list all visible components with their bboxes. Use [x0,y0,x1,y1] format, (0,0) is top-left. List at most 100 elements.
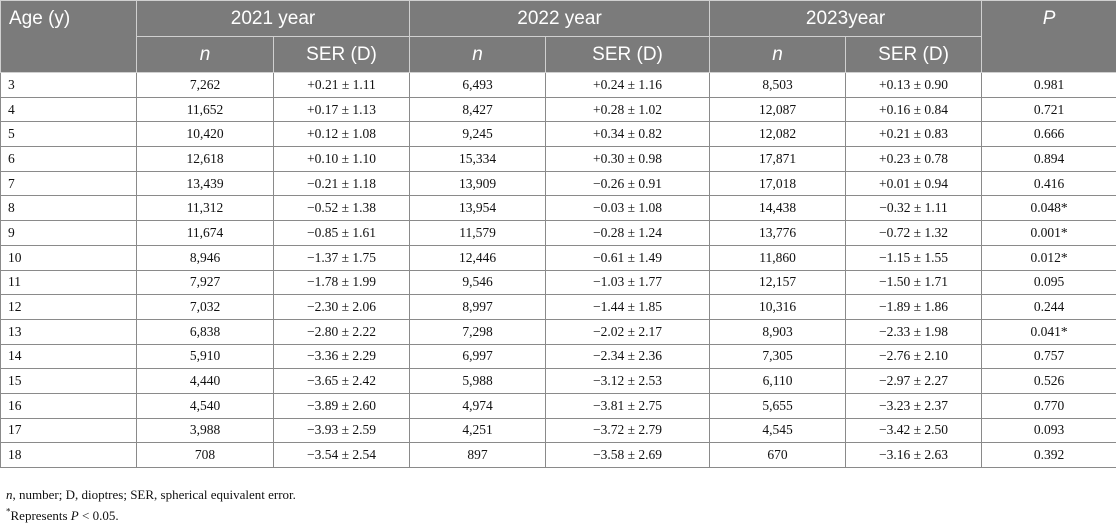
header-row-measures: n SER (D) n SER (D) n SER (D) [1,37,1116,73]
n-2021-cell: 11,674 [137,221,274,246]
ser-2023-cell: −1.50 ± 1.71 [846,270,982,295]
ser-2021-cell: +0.10 ± 1.10 [274,147,410,172]
ser-2022-cell: −2.34 ± 2.36 [546,344,710,369]
ser-2022-cell: +0.24 ± 1.16 [546,73,710,98]
n-2023-cell: 17,871 [710,147,846,172]
ser-2021-cell: −0.85 ± 1.61 [274,221,410,246]
age-cell: 8 [1,196,137,221]
ser-2021-cell: −3.93 ± 2.59 [274,418,410,443]
n-2021-cell: 5,910 [137,344,274,369]
ser-2022-cell: −1.03 ± 1.77 [546,270,710,295]
footnote-threshold: < 0.05. [79,508,119,523]
ser-2022-cell: −3.12 ± 2.53 [546,369,710,394]
n-2023-cell: 10,316 [710,295,846,320]
p-value-cell: 0.095 [982,270,1116,295]
n-2023-cell: 8,903 [710,319,846,344]
age-header: Age (y) [1,1,137,73]
p-header: P [982,1,1116,73]
year-header-2023: 2023year [710,1,982,37]
ser-2021-cell: −0.21 ± 1.18 [274,171,410,196]
n-2023-cell: 14,438 [710,196,846,221]
ser-2021-cell: −3.89 ± 2.60 [274,393,410,418]
n-2021-cell: 7,262 [137,73,274,98]
n-2022-cell: 13,909 [410,171,546,196]
year-header-2021: 2021 year [137,1,410,37]
ser-header-2021: SER (D) [274,37,410,73]
p-value-cell: 0.757 [982,344,1116,369]
p-value-cell: 0.001* [982,221,1116,246]
n-2021-cell: 4,540 [137,393,274,418]
n-2023-cell: 17,018 [710,171,846,196]
n-2021-cell: 13,439 [137,171,274,196]
ser-2022-cell: −3.72 ± 2.79 [546,418,710,443]
n-2023-cell: 12,157 [710,270,846,295]
p-value-cell: 0.526 [982,369,1116,394]
age-cell: 16 [1,393,137,418]
ser-2023-cell: −2.97 ± 2.27 [846,369,982,394]
ser-2022-cell: −0.03 ± 1.08 [546,196,710,221]
n-2022-cell: 5,988 [410,369,546,394]
p-value-cell: 0.392 [982,443,1116,468]
ser-2022-cell: −0.61 ± 1.49 [546,245,710,270]
ser-2022-cell: +0.34 ± 0.82 [546,122,710,147]
ser-2023-cell: −3.42 ± 2.50 [846,418,982,443]
ser-2023-cell: −0.32 ± 1.11 [846,196,982,221]
ser-2021-cell: −3.54 ± 2.54 [274,443,410,468]
n-header-2023: n [710,37,846,73]
n-2022-cell: 8,427 [410,97,546,122]
ser-2023-cell: +0.16 ± 0.84 [846,97,982,122]
ser-2022-cell: −1.44 ± 1.85 [546,295,710,320]
ser-2023-cell: −1.89 ± 1.86 [846,295,982,320]
header-row-years: Age (y) 2021 year 2022 year 2023year P [1,1,1116,37]
table-figure: Age (y) 2021 year 2022 year 2023year P n… [0,0,1116,468]
age-cell: 14 [1,344,137,369]
n-2021-cell: 11,652 [137,97,274,122]
ser-header-2023: SER (D) [846,37,982,73]
n-2023-cell: 4,545 [710,418,846,443]
ser-2023-cell: +0.23 ± 0.78 [846,147,982,172]
n-2021-cell: 12,618 [137,147,274,172]
age-cell: 11 [1,270,137,295]
n-2023-cell: 7,305 [710,344,846,369]
age-cell: 9 [1,221,137,246]
n-2021-cell: 8,946 [137,245,274,270]
age-cell: 5 [1,122,137,147]
n-header-2021: n [137,37,274,73]
ser-2021-cell: −3.36 ± 2.29 [274,344,410,369]
ser-2022-cell: −3.81 ± 2.75 [546,393,710,418]
p-value-cell: 0.012* [982,245,1116,270]
ser-2021-cell: +0.12 ± 1.08 [274,122,410,147]
n-2022-cell: 13,954 [410,196,546,221]
n-2021-cell: 4,440 [137,369,274,394]
p-value-cell: 0.894 [982,147,1116,172]
ser-2023-cell: −1.15 ± 1.55 [846,245,982,270]
n-2022-cell: 897 [410,443,546,468]
ser-2022-cell: −0.28 ± 1.24 [546,221,710,246]
ser-2021-cell: −0.52 ± 1.38 [274,196,410,221]
age-cell: 12 [1,295,137,320]
n-2023-cell: 11,860 [710,245,846,270]
ser-2022-cell: +0.28 ± 1.02 [546,97,710,122]
age-cell: 10 [1,245,137,270]
year-header-2022: 2022 year [410,1,710,37]
p-value-cell: 0.041* [982,319,1116,344]
age-cell: 6 [1,147,137,172]
n-2022-cell: 9,245 [410,122,546,147]
n-2022-cell: 6,997 [410,344,546,369]
n-2021-cell: 10,420 [137,122,274,147]
n-2022-cell: 12,446 [410,245,546,270]
age-cell: 18 [1,443,137,468]
ser-2023-cell: −2.33 ± 1.98 [846,319,982,344]
n-2023-cell: 670 [710,443,846,468]
n-2023-cell: 12,087 [710,97,846,122]
